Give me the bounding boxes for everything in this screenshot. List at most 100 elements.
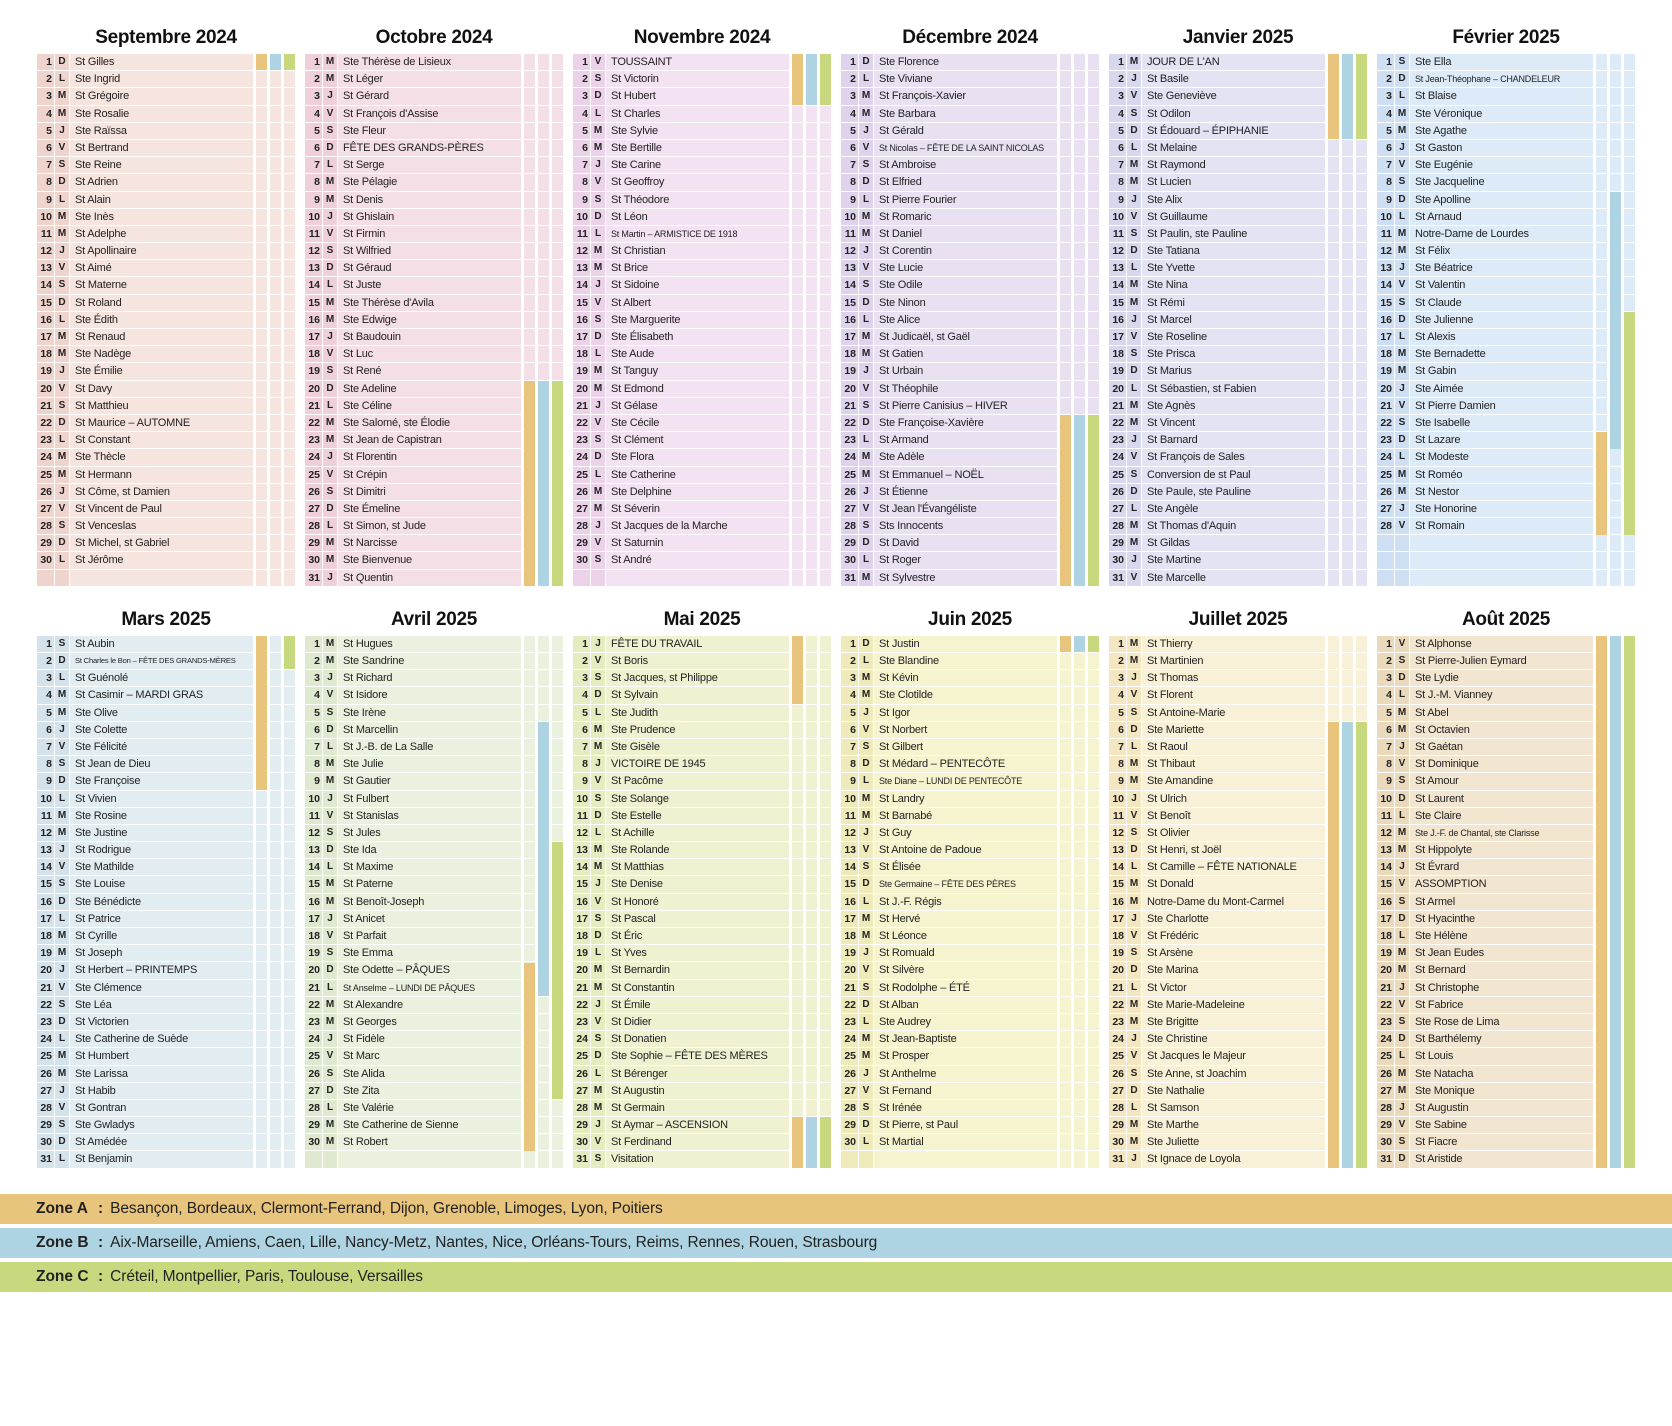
day-number: 14 bbox=[573, 277, 590, 294]
zone-a-cell bbox=[253, 1031, 267, 1048]
zone-a-cell bbox=[253, 105, 267, 122]
zone-c-cell bbox=[817, 1013, 831, 1031]
zone-a-cell bbox=[1325, 329, 1339, 346]
day-letter: M bbox=[1394, 1065, 1409, 1082]
zone-c-cell bbox=[281, 773, 295, 790]
saint-name: St Cyrille bbox=[69, 928, 253, 945]
day-number: 6 bbox=[573, 139, 590, 157]
day-number: 2 bbox=[1109, 71, 1126, 88]
zone-b-cell bbox=[803, 756, 817, 773]
zone-b-cell bbox=[267, 945, 281, 962]
zone-c-cell bbox=[817, 380, 831, 397]
day-number: 22 bbox=[1109, 414, 1126, 432]
day-number: 30 bbox=[37, 552, 54, 569]
day-number: 7 bbox=[573, 738, 590, 756]
saint-name: Ste Zita bbox=[337, 1082, 521, 1099]
saint-name: St Jérôme bbox=[69, 552, 253, 569]
saint-name: Ste Agnès bbox=[1141, 397, 1325, 414]
zone-b-cell bbox=[1071, 346, 1085, 363]
saint-name: St Albert bbox=[605, 294, 789, 311]
zone-b-cell bbox=[267, 807, 281, 824]
day-number: 13 bbox=[305, 260, 322, 277]
saint-name: Ste Adeline bbox=[337, 380, 521, 397]
zone-c-cell bbox=[1353, 670, 1367, 687]
zone-a-cell bbox=[253, 824, 267, 842]
saint-name: St Benoît-Joseph bbox=[337, 893, 521, 910]
saint-name: St Fabrice bbox=[1409, 996, 1593, 1013]
zone-b-cell bbox=[803, 635, 817, 652]
day-number: 17 bbox=[1377, 329, 1394, 346]
day-letter: M bbox=[590, 500, 605, 518]
day-letter: J bbox=[54, 721, 69, 738]
day-number: 2 bbox=[573, 653, 590, 670]
day-letter: M bbox=[858, 569, 873, 586]
day-letter: M bbox=[858, 208, 873, 225]
saint-name: St Quentin bbox=[337, 569, 521, 586]
month-grid: 1 M Ste Thérèse de Lisieux 2 M St Léger 3 J St G… bbox=[305, 54, 563, 587]
day-number: 25 bbox=[1109, 1048, 1126, 1065]
day-letter: V bbox=[1126, 569, 1141, 586]
saint-name: St Denis bbox=[337, 191, 521, 208]
day-letter: V bbox=[1394, 996, 1409, 1013]
zone-b-cell bbox=[1339, 687, 1353, 704]
saint-name: St Guillaume bbox=[1141, 208, 1325, 225]
zone-c-cell bbox=[817, 1099, 831, 1117]
zone-b-cell bbox=[803, 928, 817, 945]
saint-name: St Constantin bbox=[605, 979, 789, 996]
zone-b-cell bbox=[803, 535, 817, 552]
day-letter: M bbox=[1394, 346, 1409, 363]
zone-c-cell bbox=[281, 569, 295, 586]
saint-name: St Barnabé bbox=[873, 807, 1057, 824]
zone-c-cell bbox=[1621, 552, 1635, 569]
vacation-stripe-zone-b bbox=[1342, 54, 1353, 139]
saint-name: St Guénolé bbox=[69, 670, 253, 687]
zone-a-cell bbox=[1057, 721, 1071, 738]
zone-a-cell bbox=[789, 996, 803, 1013]
day-number: 21 bbox=[573, 979, 590, 996]
day-number: 20 bbox=[1109, 962, 1126, 979]
zone-c-cell bbox=[549, 311, 563, 328]
zone-c-cell bbox=[1085, 88, 1099, 105]
day-number: 3 bbox=[573, 88, 590, 105]
zone-c-cell bbox=[817, 928, 831, 945]
saint-name: Ste Hélène bbox=[1409, 928, 1593, 945]
zone-b-cell bbox=[1339, 191, 1353, 208]
saint-name: Ste Adèle bbox=[873, 449, 1057, 466]
zone-b-cell bbox=[1607, 122, 1621, 139]
zone-c-cell bbox=[281, 380, 295, 397]
zone-c-cell bbox=[817, 311, 831, 328]
zone-b-cell bbox=[1071, 88, 1085, 105]
saint-name: St Michel, st Gabriel bbox=[69, 535, 253, 552]
zone-a-colon: : bbox=[98, 1199, 104, 1217]
zone-b-cell bbox=[535, 294, 549, 311]
zone-c-cell bbox=[1621, 260, 1635, 277]
day-number: 10 bbox=[37, 208, 54, 225]
day-letter: V bbox=[1126, 928, 1141, 945]
zone-a-cell bbox=[1593, 71, 1607, 88]
zone-b-cell bbox=[535, 996, 549, 1013]
zone-c-cell bbox=[281, 414, 295, 432]
day-number: 14 bbox=[841, 277, 858, 294]
zone-a-cell bbox=[253, 518, 267, 535]
day-number: 26 bbox=[1109, 483, 1126, 500]
saint-name: Ste Valérie bbox=[337, 1099, 521, 1117]
day-letter: V bbox=[322, 466, 337, 483]
day-letter: L bbox=[590, 346, 605, 363]
day-letter: M bbox=[1394, 704, 1409, 721]
zone-b-cell bbox=[1339, 380, 1353, 397]
zone-a-cell bbox=[789, 208, 803, 225]
zone-c-cell bbox=[281, 191, 295, 208]
day-number: 14 bbox=[1377, 859, 1394, 876]
saint-name: St Igor bbox=[873, 704, 1057, 721]
saint-name: St Jean de Capistran bbox=[337, 432, 521, 449]
zone-a-cell bbox=[1593, 191, 1607, 208]
zone-c-cell bbox=[1085, 380, 1099, 397]
zone-b-cell bbox=[803, 225, 817, 243]
day-number: 27 bbox=[37, 500, 54, 518]
day-number: 19 bbox=[573, 363, 590, 380]
saint-name: St Jean de Dieu bbox=[69, 756, 253, 773]
day-letter: J bbox=[1394, 1099, 1409, 1117]
day-letter: M bbox=[590, 260, 605, 277]
zone-b-cell bbox=[267, 277, 281, 294]
zone-b-cell bbox=[803, 979, 817, 996]
